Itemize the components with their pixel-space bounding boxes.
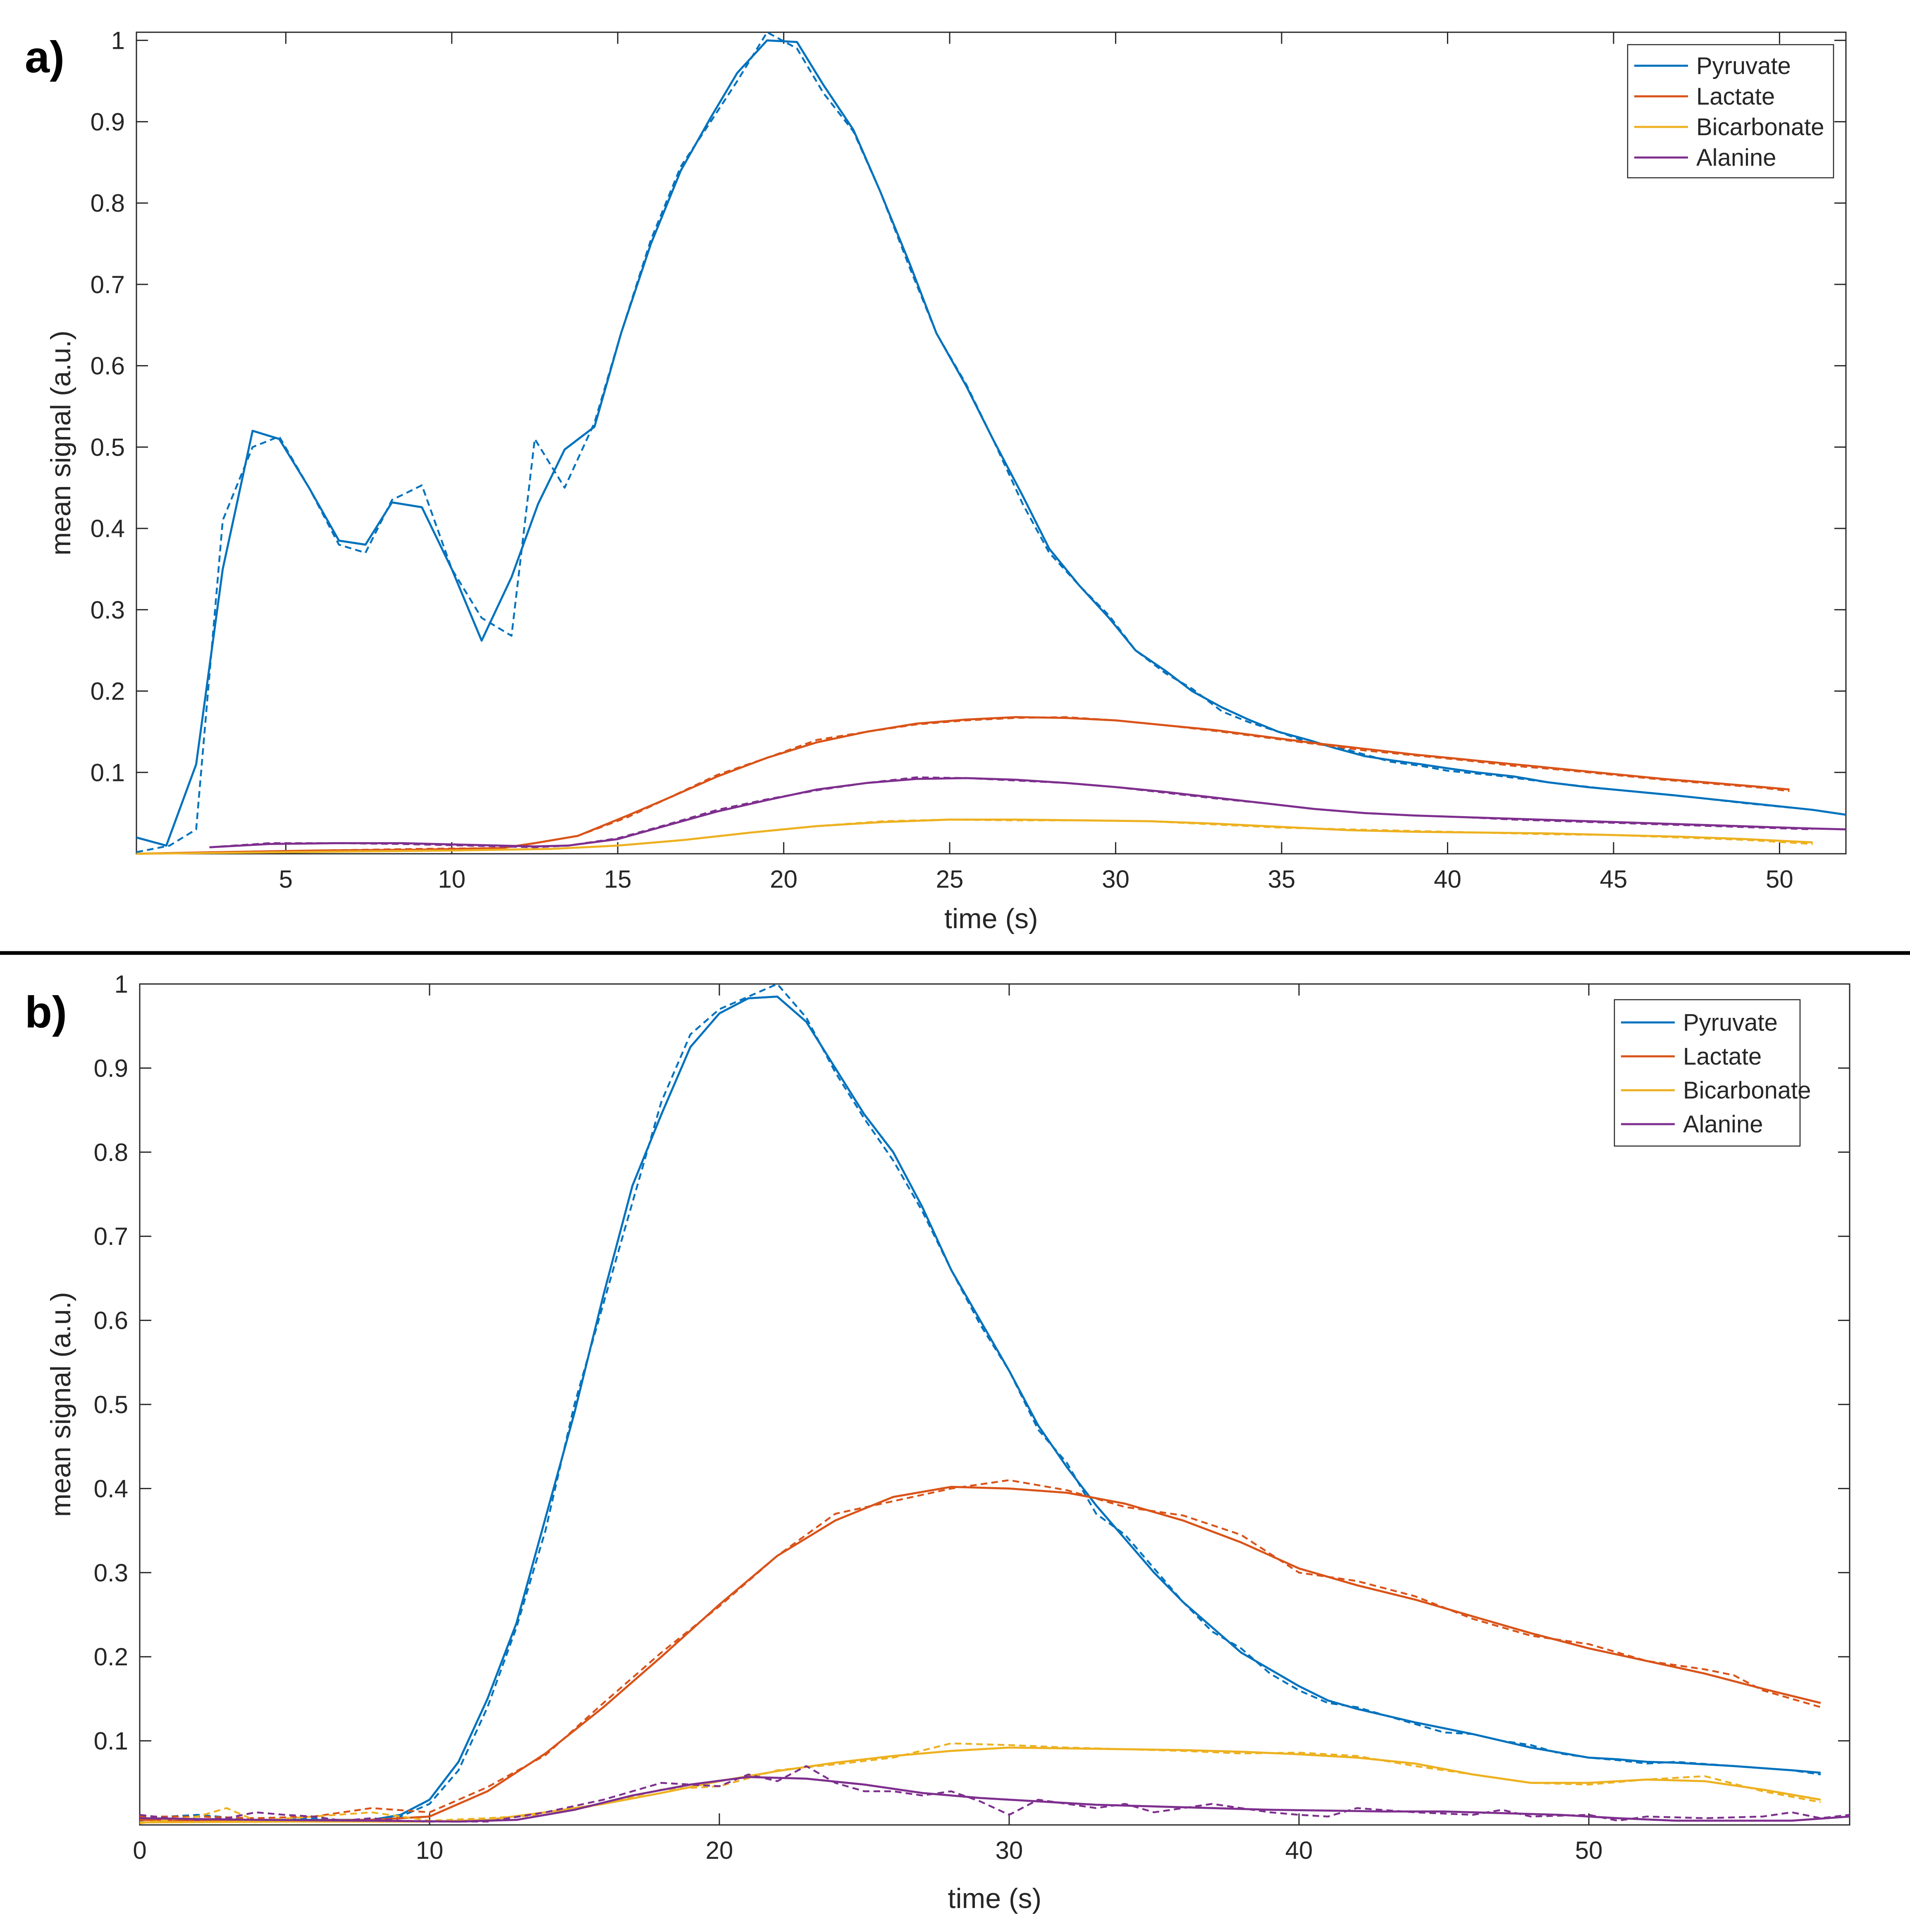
x-tick-label: 25 bbox=[936, 865, 964, 893]
y-axis-label: mean signal (a.u.) bbox=[45, 1292, 76, 1517]
series-alanine-fit-line bbox=[139, 1776, 1850, 1823]
x-tick-label: 30 bbox=[996, 1836, 1023, 1864]
x-tick-label: 5 bbox=[279, 865, 293, 893]
x-tick-label: 15 bbox=[604, 865, 632, 893]
legend-box bbox=[1614, 999, 1801, 1147]
legend-label-lactate: Lactate bbox=[1696, 83, 1775, 110]
y-tick-label: 0.2 bbox=[91, 678, 125, 705]
x-tick-label: 20 bbox=[770, 865, 797, 893]
legend-label-pyruvate: Pyruvate bbox=[1696, 53, 1791, 79]
x-tick-label: 45 bbox=[1600, 865, 1628, 893]
y-tick-label: 0.8 bbox=[91, 189, 125, 217]
y-axis-label: mean signal (a.u.) bbox=[45, 330, 76, 555]
y-tick-label: 0.1 bbox=[94, 1727, 128, 1755]
series-lactate-fit-line bbox=[139, 1485, 1821, 1822]
legend: Pyruvate Lactate Bicarbonate Alanine bbox=[1614, 999, 1811, 1147]
y-tick-label: 1 bbox=[115, 970, 128, 998]
panel-label: a) bbox=[25, 32, 64, 82]
y-tick-label: 0.6 bbox=[91, 352, 125, 380]
series-pyruvate-fit-line bbox=[136, 39, 1846, 847]
legend-label-alanine: Alanine bbox=[1696, 144, 1776, 171]
x-axis-label: time (s) bbox=[944, 903, 1038, 934]
y-tick-label: 0.7 bbox=[94, 1223, 128, 1250]
x-tick-label: 50 bbox=[1766, 865, 1793, 893]
series-bicarbonate-fit-line bbox=[136, 818, 1813, 855]
y-tick-label: 0.7 bbox=[91, 271, 125, 299]
y-tick-label: 0.5 bbox=[91, 433, 125, 461]
y-tick-label: 1 bbox=[111, 27, 125, 55]
y-tick-label: 0.4 bbox=[94, 1475, 128, 1502]
plot-area bbox=[136, 31, 1847, 855]
series-lactate-fit-line bbox=[136, 716, 1790, 855]
y-tick-label: 0.1 bbox=[91, 759, 125, 786]
y-tick-label: 0.3 bbox=[91, 596, 125, 624]
y-tick-label: 0.4 bbox=[91, 515, 125, 542]
series-alanine-fit-line bbox=[209, 777, 1846, 848]
legend-label-bicarbonate: Bicarbonate bbox=[1683, 1077, 1811, 1104]
legend-box bbox=[1627, 44, 1834, 179]
x-tick-label: 0 bbox=[133, 1836, 146, 1864]
x-tick-label: 10 bbox=[416, 1836, 444, 1864]
x-tick-label: 35 bbox=[1268, 865, 1296, 893]
y-tick-label: 0.8 bbox=[94, 1139, 128, 1166]
legend-label-lactate: Lactate bbox=[1683, 1043, 1762, 1070]
y-tick-label: 0.2 bbox=[94, 1643, 128, 1671]
series-alanine-measured-line bbox=[139, 1765, 1850, 1823]
y-tick-label: 0.9 bbox=[91, 108, 125, 136]
legend-label-alanine: Alanine bbox=[1683, 1111, 1763, 1138]
x-tick-label: 10 bbox=[438, 865, 466, 893]
x-tick-label: 40 bbox=[1434, 865, 1461, 893]
x-tick-label: 50 bbox=[1575, 1836, 1603, 1864]
y-tick-label: 0.6 bbox=[94, 1307, 128, 1335]
panel-b: 0 10 20 30 40 50 0.1 0.2 0.3 0.4 0.5 0.6 0.7 0.8 0.9 1 t… bbox=[25, 970, 1850, 1914]
legend-label-pyruvate: Pyruvate bbox=[1683, 1009, 1778, 1036]
legend: Pyruvate Lactate Bicarbonate Alanine bbox=[1627, 44, 1834, 179]
x-tick-label: 20 bbox=[706, 1836, 733, 1864]
series-bicarbonate-fit-line bbox=[139, 1746, 1821, 1824]
panel-a: 5 10 15 20 25 30 35 40 45 50 0.1 0.2 0.3 0.4 0.5 0.6 0.7… bbox=[25, 27, 1847, 934]
y-tick-label: 0.5 bbox=[94, 1391, 128, 1419]
series-pyruvate-fit-line bbox=[139, 996, 1821, 1821]
y-tick-label: 0.9 bbox=[94, 1054, 128, 1082]
x-tick-label: 40 bbox=[1285, 1836, 1313, 1864]
series-lactate-measured-line bbox=[140, 1479, 1821, 1819]
y-tick-label: 0.3 bbox=[94, 1559, 128, 1587]
x-tick-label: 30 bbox=[1102, 865, 1129, 893]
x-axis-label: time (s) bbox=[948, 1883, 1042, 1914]
legend-label-bicarbonate: Bicarbonate bbox=[1696, 114, 1824, 141]
panel-label: b) bbox=[25, 987, 67, 1037]
